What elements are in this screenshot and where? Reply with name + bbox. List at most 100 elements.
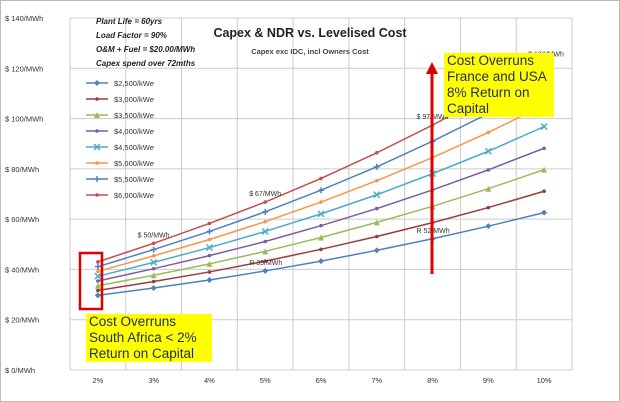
data-point xyxy=(150,285,157,292)
data-point xyxy=(94,112,100,118)
data-point xyxy=(484,147,492,155)
data-point xyxy=(150,272,157,279)
data-point xyxy=(95,161,99,165)
data-point xyxy=(485,223,492,230)
legend-item: $5,500/kWe xyxy=(84,172,174,188)
data-point xyxy=(317,210,325,218)
data-point xyxy=(319,200,323,204)
data-point xyxy=(542,189,546,194)
data-point xyxy=(96,260,100,264)
data-point xyxy=(373,219,380,226)
data-point xyxy=(486,130,491,135)
legend-swatch xyxy=(86,112,108,118)
legend-swatch xyxy=(86,143,108,151)
data-point xyxy=(318,187,324,194)
data-point xyxy=(541,209,548,216)
legend-item: $3,500/kWe xyxy=(84,108,174,124)
legend-label: $2,500/kWe xyxy=(114,79,154,88)
legend-swatch xyxy=(86,176,108,182)
data-point xyxy=(207,270,212,274)
legend-label: $4,500/kWe xyxy=(114,143,154,152)
data-point xyxy=(263,259,268,263)
legend-label: $5,000/kWe xyxy=(114,159,154,168)
data-point xyxy=(263,219,268,224)
legend-swatch xyxy=(86,80,108,86)
x-axis-ticks: 2% 3% 4% 5% 6% 7% 8% 9% 10% xyxy=(92,376,551,385)
data-point xyxy=(206,228,213,235)
data-point xyxy=(485,185,492,192)
legend-item: $5,000/kWe xyxy=(84,156,174,172)
x-tick-label: 4% xyxy=(204,376,215,385)
data-point xyxy=(373,163,380,170)
data-point xyxy=(540,123,548,131)
france-usa-arrow xyxy=(426,62,438,274)
legend-item: $6,000/kWe xyxy=(84,188,174,204)
chart-title: Capex & NDR vs. Levelised Cost xyxy=(0,24,620,42)
data-point xyxy=(486,168,491,172)
legend-item: $4,000/kWe xyxy=(84,124,174,140)
chart-subtitle: Capex exc IDC, incl Owners Cost xyxy=(0,41,620,59)
y-tick-label: $ 20/MWh xyxy=(5,316,39,325)
y-tick-label: $ 0/MWh xyxy=(5,366,35,375)
data-point xyxy=(374,206,379,211)
y-tick-label: $ 100/MWh xyxy=(5,115,43,124)
x-tick-label: 8% xyxy=(427,376,438,385)
data-point xyxy=(542,146,546,151)
assumption-om-fuel: O&M + Fuel = $20.00/MWh xyxy=(96,45,196,54)
data-point xyxy=(486,205,491,210)
y-tick-label: $ 80/MWh xyxy=(5,165,39,174)
legend-label: $3,000/kWe xyxy=(114,95,154,104)
data-point xyxy=(94,80,100,86)
data-point xyxy=(94,292,101,299)
data-point xyxy=(262,248,269,255)
legend-label: $3,500/kWe xyxy=(114,111,154,120)
data-point xyxy=(151,241,156,246)
data-point xyxy=(207,221,212,226)
legend-item: $3,000/kWe xyxy=(84,92,174,108)
data-point xyxy=(261,227,269,235)
legend-label: $6,000/kWe xyxy=(114,191,154,200)
assumption-capex-spend: Capex spend over 72mths xyxy=(96,59,196,68)
data-point xyxy=(318,234,324,241)
data-point xyxy=(374,178,379,183)
data-point xyxy=(319,223,323,228)
data-label: $ 67/MWh xyxy=(249,191,281,198)
y-tick-label: $ 120/MWh xyxy=(5,64,43,73)
assumption-load-factor: Load Factor = 90% xyxy=(96,31,167,40)
data-point xyxy=(95,97,99,101)
legend-swatch xyxy=(86,193,108,197)
legend-label: $4,000/kWe xyxy=(114,127,154,136)
data-point xyxy=(96,269,100,274)
assumption-plant-life: Plant Life = 60yrs xyxy=(96,17,163,26)
legend-swatch xyxy=(86,161,108,165)
data-point xyxy=(94,263,101,270)
data-point xyxy=(207,237,212,242)
x-tick-label: 2% xyxy=(92,376,103,385)
y-tick-label: $ 40/MWh xyxy=(5,265,39,274)
data-point xyxy=(206,260,213,267)
legend-swatch xyxy=(86,97,108,101)
legend-item: $4,500/kWe xyxy=(84,140,174,156)
callout-south-africa: Cost Overruns South Africa < 2% Return o… xyxy=(86,314,212,362)
data-point xyxy=(319,176,323,181)
legend: $2,500/kWe $3,000/kWe $3,500/kWe $4,000/kWe… xyxy=(84,76,174,204)
data-point xyxy=(374,234,379,239)
data-point xyxy=(206,276,213,283)
data-point xyxy=(263,200,268,204)
data-point xyxy=(96,288,100,293)
data-point xyxy=(96,279,100,283)
data-point xyxy=(262,267,269,274)
data-point xyxy=(94,272,102,280)
legend-item: $2,500/kWe xyxy=(84,76,174,92)
data-point xyxy=(374,150,379,155)
data-point xyxy=(373,247,380,254)
x-tick-label: 5% xyxy=(260,376,271,385)
data-point xyxy=(373,191,381,199)
data-point xyxy=(95,129,99,133)
series-4500-kwe xyxy=(94,123,548,280)
data-point xyxy=(319,247,323,252)
callout-france-usa: Cost Overruns France and USA 8% Return o… xyxy=(444,53,554,117)
data-point xyxy=(263,239,268,244)
legend-swatch xyxy=(86,129,108,133)
data-point xyxy=(205,244,213,252)
